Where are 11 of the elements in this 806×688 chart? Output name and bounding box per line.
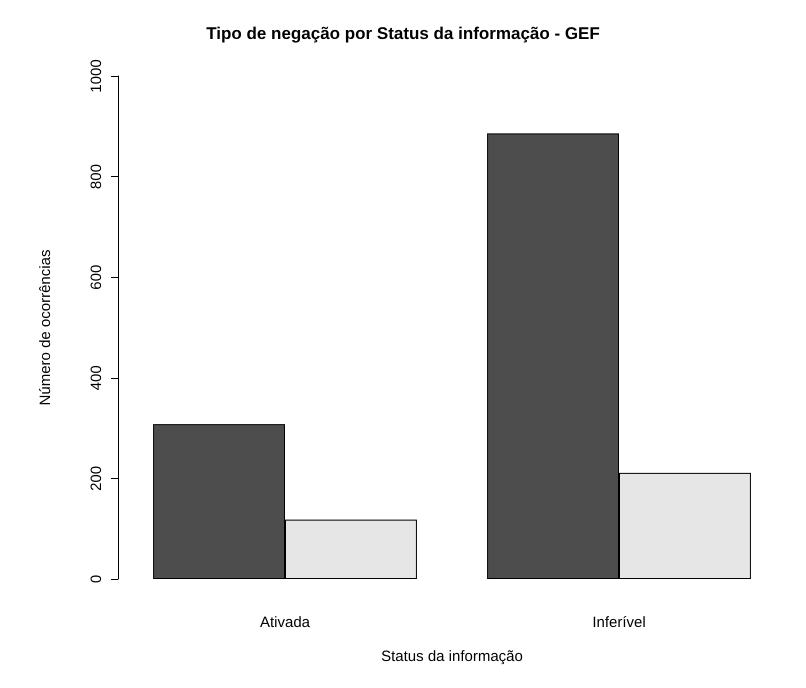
y-axis-title: Número de ocorrências bbox=[37, 250, 54, 406]
chart-title: Tipo de negação por Status da informação - GEF bbox=[206, 24, 600, 43]
y-tick-label: 200 bbox=[88, 466, 105, 491]
y-tick-label: 0 bbox=[88, 574, 105, 584]
x-axis-title: Status da informação bbox=[381, 648, 523, 665]
y-tick-label: 800 bbox=[88, 164, 105, 190]
y-tick-label: 400 bbox=[88, 365, 105, 390]
x-tick-label: Ativada bbox=[260, 614, 311, 631]
x-tick-label: Inferível bbox=[592, 614, 646, 631]
y-tick-label: 1000 bbox=[88, 59, 105, 93]
y-tick-label: 600 bbox=[88, 264, 105, 290]
